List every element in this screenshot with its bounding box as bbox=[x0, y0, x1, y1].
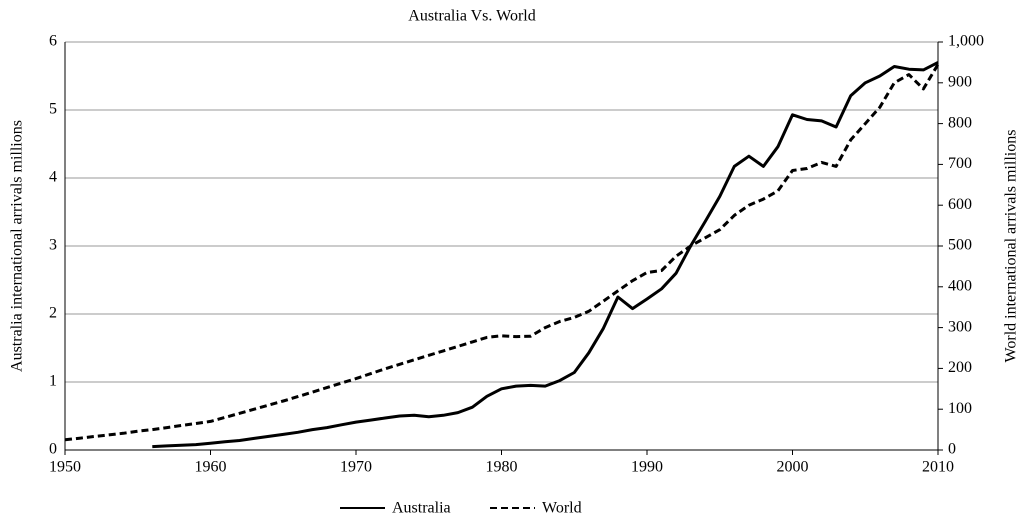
y2-tick-label: 700 bbox=[948, 155, 972, 172]
x-tick-label: 1980 bbox=[486, 459, 518, 476]
y-tick-label: 0 bbox=[49, 441, 57, 458]
y2-tick-label: 300 bbox=[948, 318, 972, 335]
series-line bbox=[152, 61, 939, 449]
y-tick-label: 6 bbox=[49, 33, 57, 50]
y-tick-label: 3 bbox=[49, 237, 57, 254]
y2-tick-label: 900 bbox=[948, 73, 972, 90]
x-tick-label: 1960 bbox=[195, 459, 227, 476]
x-tick-label: 2010 bbox=[922, 459, 954, 476]
x-tick-label: 1950 bbox=[49, 459, 81, 476]
y2-tick-label: 200 bbox=[948, 359, 972, 376]
y2-tick-label: 400 bbox=[948, 277, 972, 294]
x-tick-label: 1990 bbox=[631, 459, 663, 476]
x-tick-label: 1970 bbox=[340, 459, 372, 476]
legend-label: Australia bbox=[392, 500, 451, 517]
y2-tick-label: 100 bbox=[948, 400, 972, 417]
y2-tick-label: 0 bbox=[948, 441, 956, 458]
y2-tick-label: 1,000 bbox=[948, 33, 984, 50]
y2-tick-label: 600 bbox=[948, 196, 972, 213]
x-tick-label: 2000 bbox=[777, 459, 809, 476]
y-tick-label: 4 bbox=[49, 169, 57, 186]
series-line bbox=[64, 63, 940, 442]
y-tick-label: 1 bbox=[49, 373, 57, 390]
y-tick-label: 5 bbox=[49, 101, 57, 118]
y2-tick-label: 800 bbox=[948, 114, 972, 131]
y2-axis-label: World international arrivals millions bbox=[1003, 130, 1020, 363]
y-tick-label: 2 bbox=[49, 305, 57, 322]
y-axis-label: Australia international arrivals million… bbox=[9, 120, 26, 372]
y2-tick-label: 500 bbox=[948, 237, 972, 254]
legend-label: World bbox=[542, 500, 582, 517]
chart-title: Australia Vs. World bbox=[408, 8, 535, 25]
